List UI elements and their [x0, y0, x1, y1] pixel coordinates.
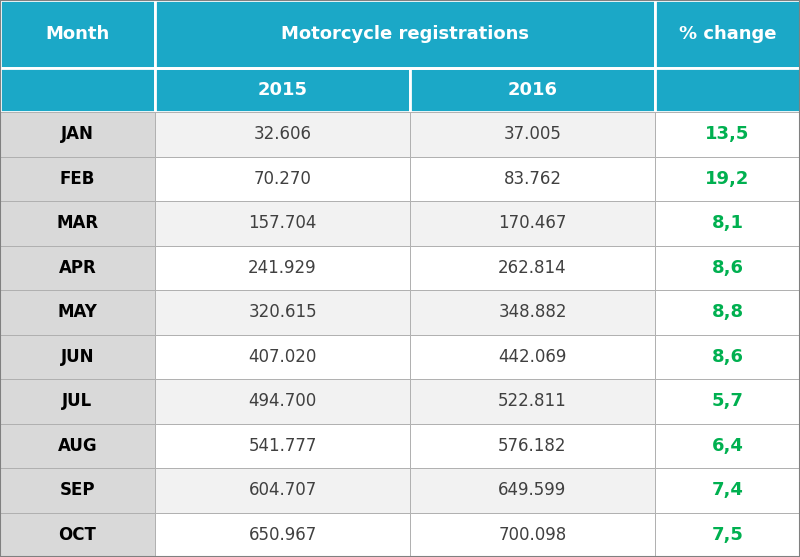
Bar — [155, 335, 410, 379]
Bar — [155, 68, 410, 112]
Bar — [655, 157, 800, 201]
Text: 700.098: 700.098 — [498, 526, 566, 544]
Text: 262.814: 262.814 — [498, 259, 567, 277]
Text: 2016: 2016 — [507, 81, 558, 99]
Text: 407.020: 407.020 — [248, 348, 317, 366]
Text: 576.182: 576.182 — [498, 437, 566, 455]
Bar — [655, 335, 800, 379]
Bar — [155, 379, 410, 423]
Text: Month: Month — [46, 25, 110, 43]
Text: 494.700: 494.700 — [248, 392, 317, 411]
Bar — [155, 112, 410, 157]
Text: 8,6: 8,6 — [711, 259, 743, 277]
Text: SEP: SEP — [60, 481, 95, 499]
Text: 13,5: 13,5 — [706, 125, 750, 143]
Bar — [410, 423, 655, 468]
Text: 32.606: 32.606 — [254, 125, 311, 143]
Bar — [155, 512, 410, 557]
Text: Motorcycle registrations: Motorcycle registrations — [281, 25, 529, 43]
Text: 241.929: 241.929 — [248, 259, 317, 277]
Bar — [410, 68, 655, 112]
Text: 8,1: 8,1 — [711, 214, 743, 232]
Text: FEB: FEB — [60, 170, 95, 188]
Text: APR: APR — [58, 259, 96, 277]
Text: 7,5: 7,5 — [711, 526, 743, 544]
Text: 522.811: 522.811 — [498, 392, 567, 411]
Text: 2015: 2015 — [258, 81, 307, 99]
Text: 649.599: 649.599 — [498, 481, 566, 499]
Bar — [0, 290, 155, 335]
Bar — [0, 423, 155, 468]
Text: 5,7: 5,7 — [711, 392, 743, 411]
Bar — [410, 112, 655, 157]
Bar — [655, 112, 800, 157]
Bar — [655, 0, 800, 68]
Bar — [155, 201, 410, 246]
Bar — [155, 423, 410, 468]
Bar — [155, 157, 410, 201]
Bar — [410, 335, 655, 379]
Bar — [655, 468, 800, 512]
Text: 19,2: 19,2 — [706, 170, 750, 188]
Bar — [0, 512, 155, 557]
Text: OCT: OCT — [58, 526, 97, 544]
Text: 70.270: 70.270 — [254, 170, 311, 188]
Bar — [0, 0, 155, 68]
Bar — [410, 512, 655, 557]
Text: 442.069: 442.069 — [498, 348, 566, 366]
Bar — [155, 246, 410, 290]
Text: 83.762: 83.762 — [503, 170, 562, 188]
Bar — [410, 290, 655, 335]
Text: JAN: JAN — [61, 125, 94, 143]
Bar — [655, 246, 800, 290]
Bar — [0, 468, 155, 512]
Text: 37.005: 37.005 — [503, 125, 562, 143]
Text: 157.704: 157.704 — [248, 214, 317, 232]
Text: MAR: MAR — [57, 214, 98, 232]
Text: 541.777: 541.777 — [248, 437, 317, 455]
Bar — [655, 423, 800, 468]
Bar — [410, 157, 655, 201]
Bar — [155, 0, 655, 68]
Bar — [655, 201, 800, 246]
Bar — [0, 112, 155, 157]
Text: 320.615: 320.615 — [248, 303, 317, 321]
Text: 348.882: 348.882 — [498, 303, 566, 321]
Text: 7,4: 7,4 — [711, 481, 743, 499]
Bar — [655, 512, 800, 557]
Text: MAY: MAY — [58, 303, 98, 321]
Text: 8,6: 8,6 — [711, 348, 743, 366]
Text: 650.967: 650.967 — [248, 526, 317, 544]
Bar — [410, 201, 655, 246]
Bar — [0, 335, 155, 379]
Text: JUN: JUN — [61, 348, 94, 366]
Bar — [0, 246, 155, 290]
Text: % change: % change — [678, 25, 776, 43]
Bar — [155, 290, 410, 335]
Text: 170.467: 170.467 — [498, 214, 566, 232]
Text: 604.707: 604.707 — [248, 481, 317, 499]
Bar — [155, 468, 410, 512]
Bar — [0, 157, 155, 201]
Bar — [410, 379, 655, 423]
Bar — [410, 246, 655, 290]
Text: 8,8: 8,8 — [711, 303, 743, 321]
Bar — [0, 201, 155, 246]
Text: JUL: JUL — [62, 392, 93, 411]
Bar — [655, 290, 800, 335]
Text: AUG: AUG — [58, 437, 98, 455]
Bar — [655, 68, 800, 112]
Bar — [410, 468, 655, 512]
Bar — [0, 379, 155, 423]
Bar — [655, 379, 800, 423]
Bar — [0, 68, 155, 112]
Text: 6,4: 6,4 — [711, 437, 743, 455]
